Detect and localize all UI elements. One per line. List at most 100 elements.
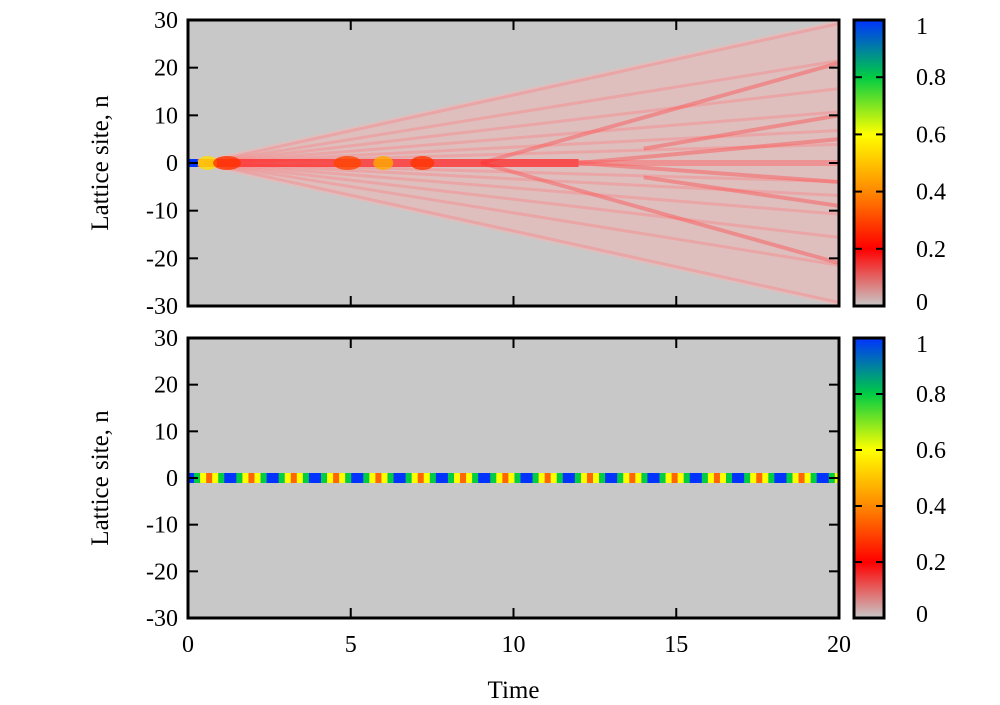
strip-segment: [847, 473, 854, 483]
strip-segment: [562, 473, 570, 483]
strip-segment: [599, 473, 606, 483]
colorbar-frame: [852, 18, 886, 308]
y-tick-label: 30: [154, 8, 178, 34]
strip-segment: [695, 473, 703, 483]
y-tick-label: 20: [154, 56, 178, 82]
strip-segment: [327, 473, 334, 483]
strip-segment: [272, 473, 280, 483]
strip-segment: [405, 473, 413, 483]
strip-segment: [230, 473, 237, 483]
strip-segment: [677, 473, 685, 483]
strip-segment: [453, 473, 461, 483]
strip-segment: [387, 473, 395, 483]
colorbar-tick-label: 1: [916, 332, 928, 358]
x-tick-label: 0: [182, 632, 194, 658]
colorbar-tick-label: 0.8: [916, 65, 946, 91]
y-tick-label: 30: [154, 326, 178, 352]
intensity-spot: [213, 156, 242, 170]
strip-segment: [774, 473, 781, 483]
y-tick-label: 0: [166, 151, 178, 177]
strip-segment: [242, 473, 249, 483]
strip-segment: [804, 473, 812, 483]
strip-segment: [441, 473, 449, 483]
central-band-tail: [578, 160, 839, 166]
strip-segment: [580, 473, 588, 483]
strip-segment: [786, 473, 793, 483]
strip-segment: [278, 473, 286, 483]
strip-segment: [629, 473, 636, 483]
y-tick-label: 10: [154, 103, 178, 129]
colorbar-tick-label: 0.2: [916, 237, 946, 263]
x-axis-label: Time: [488, 677, 540, 700]
colorbar-gradient: [854, 20, 884, 306]
strip-segment: [822, 473, 830, 483]
strip-segment: [544, 473, 552, 483]
strip-segment: [417, 473, 425, 483]
strip-segment: [707, 473, 715, 483]
strip-segment: [260, 473, 268, 483]
secondary-branch: [578, 137, 839, 165]
strip-segment: [218, 473, 225, 483]
strip-segment: [296, 473, 304, 483]
spreading-ray: [203, 161, 839, 304]
spreading-ray: [204, 161, 839, 239]
strip-segment: [466, 473, 473, 483]
colorbar-tick-label: 0.6: [916, 122, 946, 148]
y-tick-label: -10: [146, 199, 178, 225]
strip-segment: [284, 473, 292, 483]
strip-segment: [363, 473, 370, 483]
strip-segment: [339, 473, 346, 483]
strip-segment: [520, 473, 528, 483]
strip-segment: [816, 473, 824, 483]
strip-segment: [206, 473, 213, 483]
strip-segment: [399, 473, 407, 483]
y-tick-label: 20: [154, 373, 178, 399]
strip-segment: [659, 473, 667, 483]
x-tick-label: 5: [345, 632, 357, 658]
spreading-ray: [204, 161, 839, 216]
strip-segment: [236, 473, 243, 483]
strip-segment: [393, 473, 401, 483]
colorbar-tick-label: 0.4: [916, 180, 946, 206]
strip-segment: [351, 473, 358, 483]
strip-segment: [514, 473, 521, 483]
y-axis-label: Lattice site, n: [87, 410, 114, 546]
strip-segment: [538, 473, 546, 483]
strip-segment: [254, 473, 262, 483]
strip-segment: [738, 473, 745, 483]
strip-segment: [683, 473, 691, 483]
y-tick-label: -30: [146, 294, 178, 320]
colorbar-tick-label: 0.4: [916, 494, 946, 520]
strip-segment: [617, 473, 624, 483]
strip-segment: [496, 473, 503, 483]
y-axis-label: Lattice site, n: [87, 95, 114, 231]
strip-segment: [726, 473, 733, 483]
colorbar-tick-label: 0.6: [916, 438, 946, 464]
strip-segment: [611, 473, 618, 483]
strip-segment: [653, 473, 661, 483]
strip-segment: [713, 473, 721, 483]
heatmap-layer: [188, 20, 839, 306]
strip-segment: [671, 473, 679, 483]
strip-segment: [719, 473, 727, 483]
strip-segment: [435, 473, 443, 483]
colorbar-frame: [852, 336, 886, 620]
strip-segment: [290, 473, 298, 483]
strip-segment: [308, 473, 316, 483]
strip-segment: [345, 473, 352, 483]
strip-segment: [623, 473, 630, 483]
spreading-ray: [204, 110, 839, 165]
colorbar-tick-label: 0.8: [916, 382, 946, 408]
spreading-ray: [204, 128, 839, 165]
strip-segment: [460, 473, 467, 483]
spreading-ray: [204, 87, 839, 165]
strip-segment: [550, 473, 558, 483]
colorbar-tick-label: 0: [916, 290, 928, 316]
strip-segment: [423, 473, 431, 483]
secondary-branch: [643, 113, 839, 151]
strip-segment: [248, 473, 255, 483]
colorbar-tick-label: 0: [916, 602, 928, 628]
heatmap-layer: [188, 473, 854, 483]
strip-segment: [635, 473, 642, 483]
